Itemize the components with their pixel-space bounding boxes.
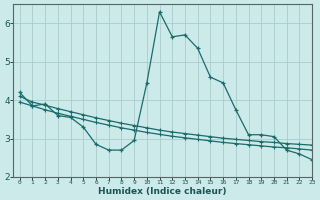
X-axis label: Humidex (Indice chaleur): Humidex (Indice chaleur) xyxy=(99,187,227,196)
